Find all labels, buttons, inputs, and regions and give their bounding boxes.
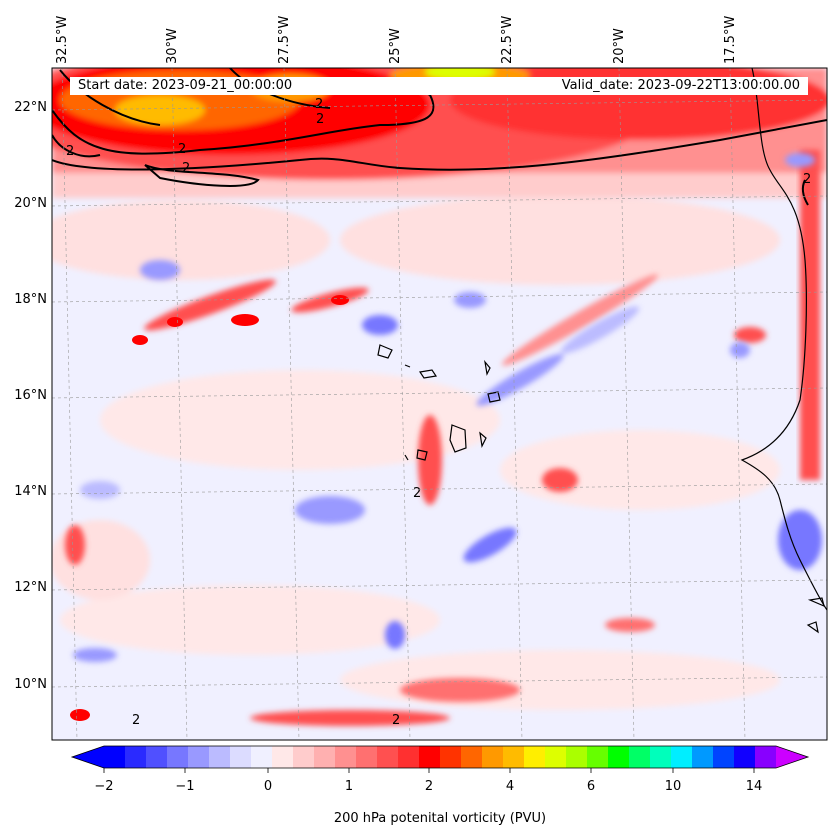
colorbar-cell — [314, 746, 336, 768]
colorbar-cell — [167, 746, 189, 768]
longitude-labels: 32.5°W 30°W 27.5°W 25°W 22.5°W 20°W 17.5°W — [55, 16, 738, 64]
colorbar-cell — [524, 746, 546, 768]
colorbar-tick-label: 6 — [587, 779, 595, 794]
colorbar-cell — [755, 746, 777, 768]
colorbar-cell — [188, 746, 210, 768]
latitude-label: 20°N — [14, 196, 47, 211]
latitude-labels: 22°N 20°N 18°N 16°N 14°N 12°N 10°N — [14, 100, 47, 692]
longitude-label: 30°W — [165, 28, 180, 64]
colorbar-cell — [125, 746, 147, 768]
start-date: Start date: 2023-09-21_00:00:00 — [78, 78, 293, 93]
colorbar-cell — [209, 746, 231, 768]
colorbar-cell — [713, 746, 735, 768]
colorbar-over-arrow — [776, 746, 808, 768]
colorbar: −2 −1 0 1 2 4 6 10 14 200 hPa potenital vorticit… — [70, 745, 810, 826]
colorbar-cell — [692, 746, 714, 768]
colorbar-tick-label: 1 — [345, 779, 353, 794]
colorbar-cell — [566, 746, 588, 768]
colorbar-tick-label: 10 — [665, 779, 682, 794]
colorbar-cell — [251, 746, 273, 768]
coastline — [377, 68, 827, 634]
colorbar-cell — [629, 746, 651, 768]
contour-label: 2 — [392, 713, 400, 728]
colorbar-tick-label: −1 — [175, 779, 194, 794]
contour-labels: 2 2 2 2 2 2 2 2 2 — [66, 97, 811, 728]
longitude-label: 25°W — [388, 28, 403, 64]
colorbar-under-arrow — [72, 746, 104, 768]
colorbar-tick-label: 2 — [425, 779, 433, 794]
colorbar-cell — [608, 746, 630, 768]
contour-label: 2 — [413, 486, 421, 501]
longitude-label: 32.5°W — [55, 16, 70, 64]
colorbar-cell — [734, 746, 756, 768]
colorbar-cell — [398, 746, 420, 768]
colorbar-cell — [503, 746, 525, 768]
contour-label: 2 — [182, 161, 190, 176]
colorbar-cell — [587, 746, 609, 768]
map-panel: 2 2 2 2 2 2 2 2 2 — [51, 67, 828, 741]
colorbar-cell — [335, 746, 357, 768]
colorbar-cell — [104, 746, 126, 768]
colorbar-cell — [356, 746, 378, 768]
map-frame — [51, 67, 828, 741]
colorbar-tick-label: −2 — [94, 779, 113, 794]
colorbar-cell — [230, 746, 252, 768]
valid-date: Valid_date: 2023-09-22T13:00:00.00 — [561, 78, 800, 93]
contour-label: 2 — [803, 172, 811, 187]
latitude-label: 18°N — [14, 292, 47, 307]
contour-label: 2 — [315, 97, 323, 112]
contour-label: 2 — [178, 142, 186, 157]
contour-label: 2 — [66, 144, 74, 159]
colorbar-cell — [440, 746, 462, 768]
colorbar-title: 200 hPa potenital vorticity (PVU) — [334, 811, 546, 826]
date-info-bar: Start date: 2023-09-21_00:00:00 Valid_da… — [70, 77, 808, 95]
colorbar-cell — [482, 746, 504, 768]
colorbar-tick-label: 4 — [506, 779, 514, 794]
latitude-label: 12°N — [14, 580, 47, 595]
contour-label: 2 — [316, 112, 324, 127]
colorbar-cell — [377, 746, 399, 768]
colorbar-cell — [461, 746, 483, 768]
latitude-label: 14°N — [14, 484, 47, 499]
colorbar-cell — [671, 746, 693, 768]
longitude-label: 20°W — [612, 28, 627, 64]
longitude-label: 22.5°W — [500, 16, 515, 64]
latitude-label: 10°N — [14, 677, 47, 692]
colorbar-cell — [146, 746, 168, 768]
colorbar-tick-label: 0 — [264, 779, 272, 794]
latitude-label: 16°N — [14, 388, 47, 403]
colorbar-cell — [650, 746, 672, 768]
colorbar-cell — [545, 746, 567, 768]
colorbar-cell — [419, 746, 441, 768]
longitude-label: 17.5°W — [723, 16, 738, 64]
longitude-label: 27.5°W — [277, 16, 292, 64]
colorbar-tick-label: 14 — [746, 779, 763, 794]
colorbar-cell — [272, 746, 294, 768]
latitude-label: 22°N — [14, 100, 47, 115]
contour-label: 2 — [132, 713, 140, 728]
colorbar-cell — [293, 746, 315, 768]
graticule — [52, 68, 827, 740]
